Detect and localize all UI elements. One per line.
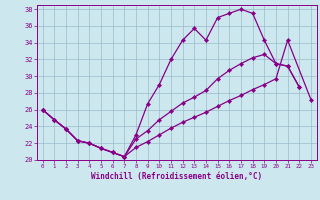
X-axis label: Windchill (Refroidissement éolien,°C): Windchill (Refroidissement éolien,°C) bbox=[91, 172, 262, 181]
